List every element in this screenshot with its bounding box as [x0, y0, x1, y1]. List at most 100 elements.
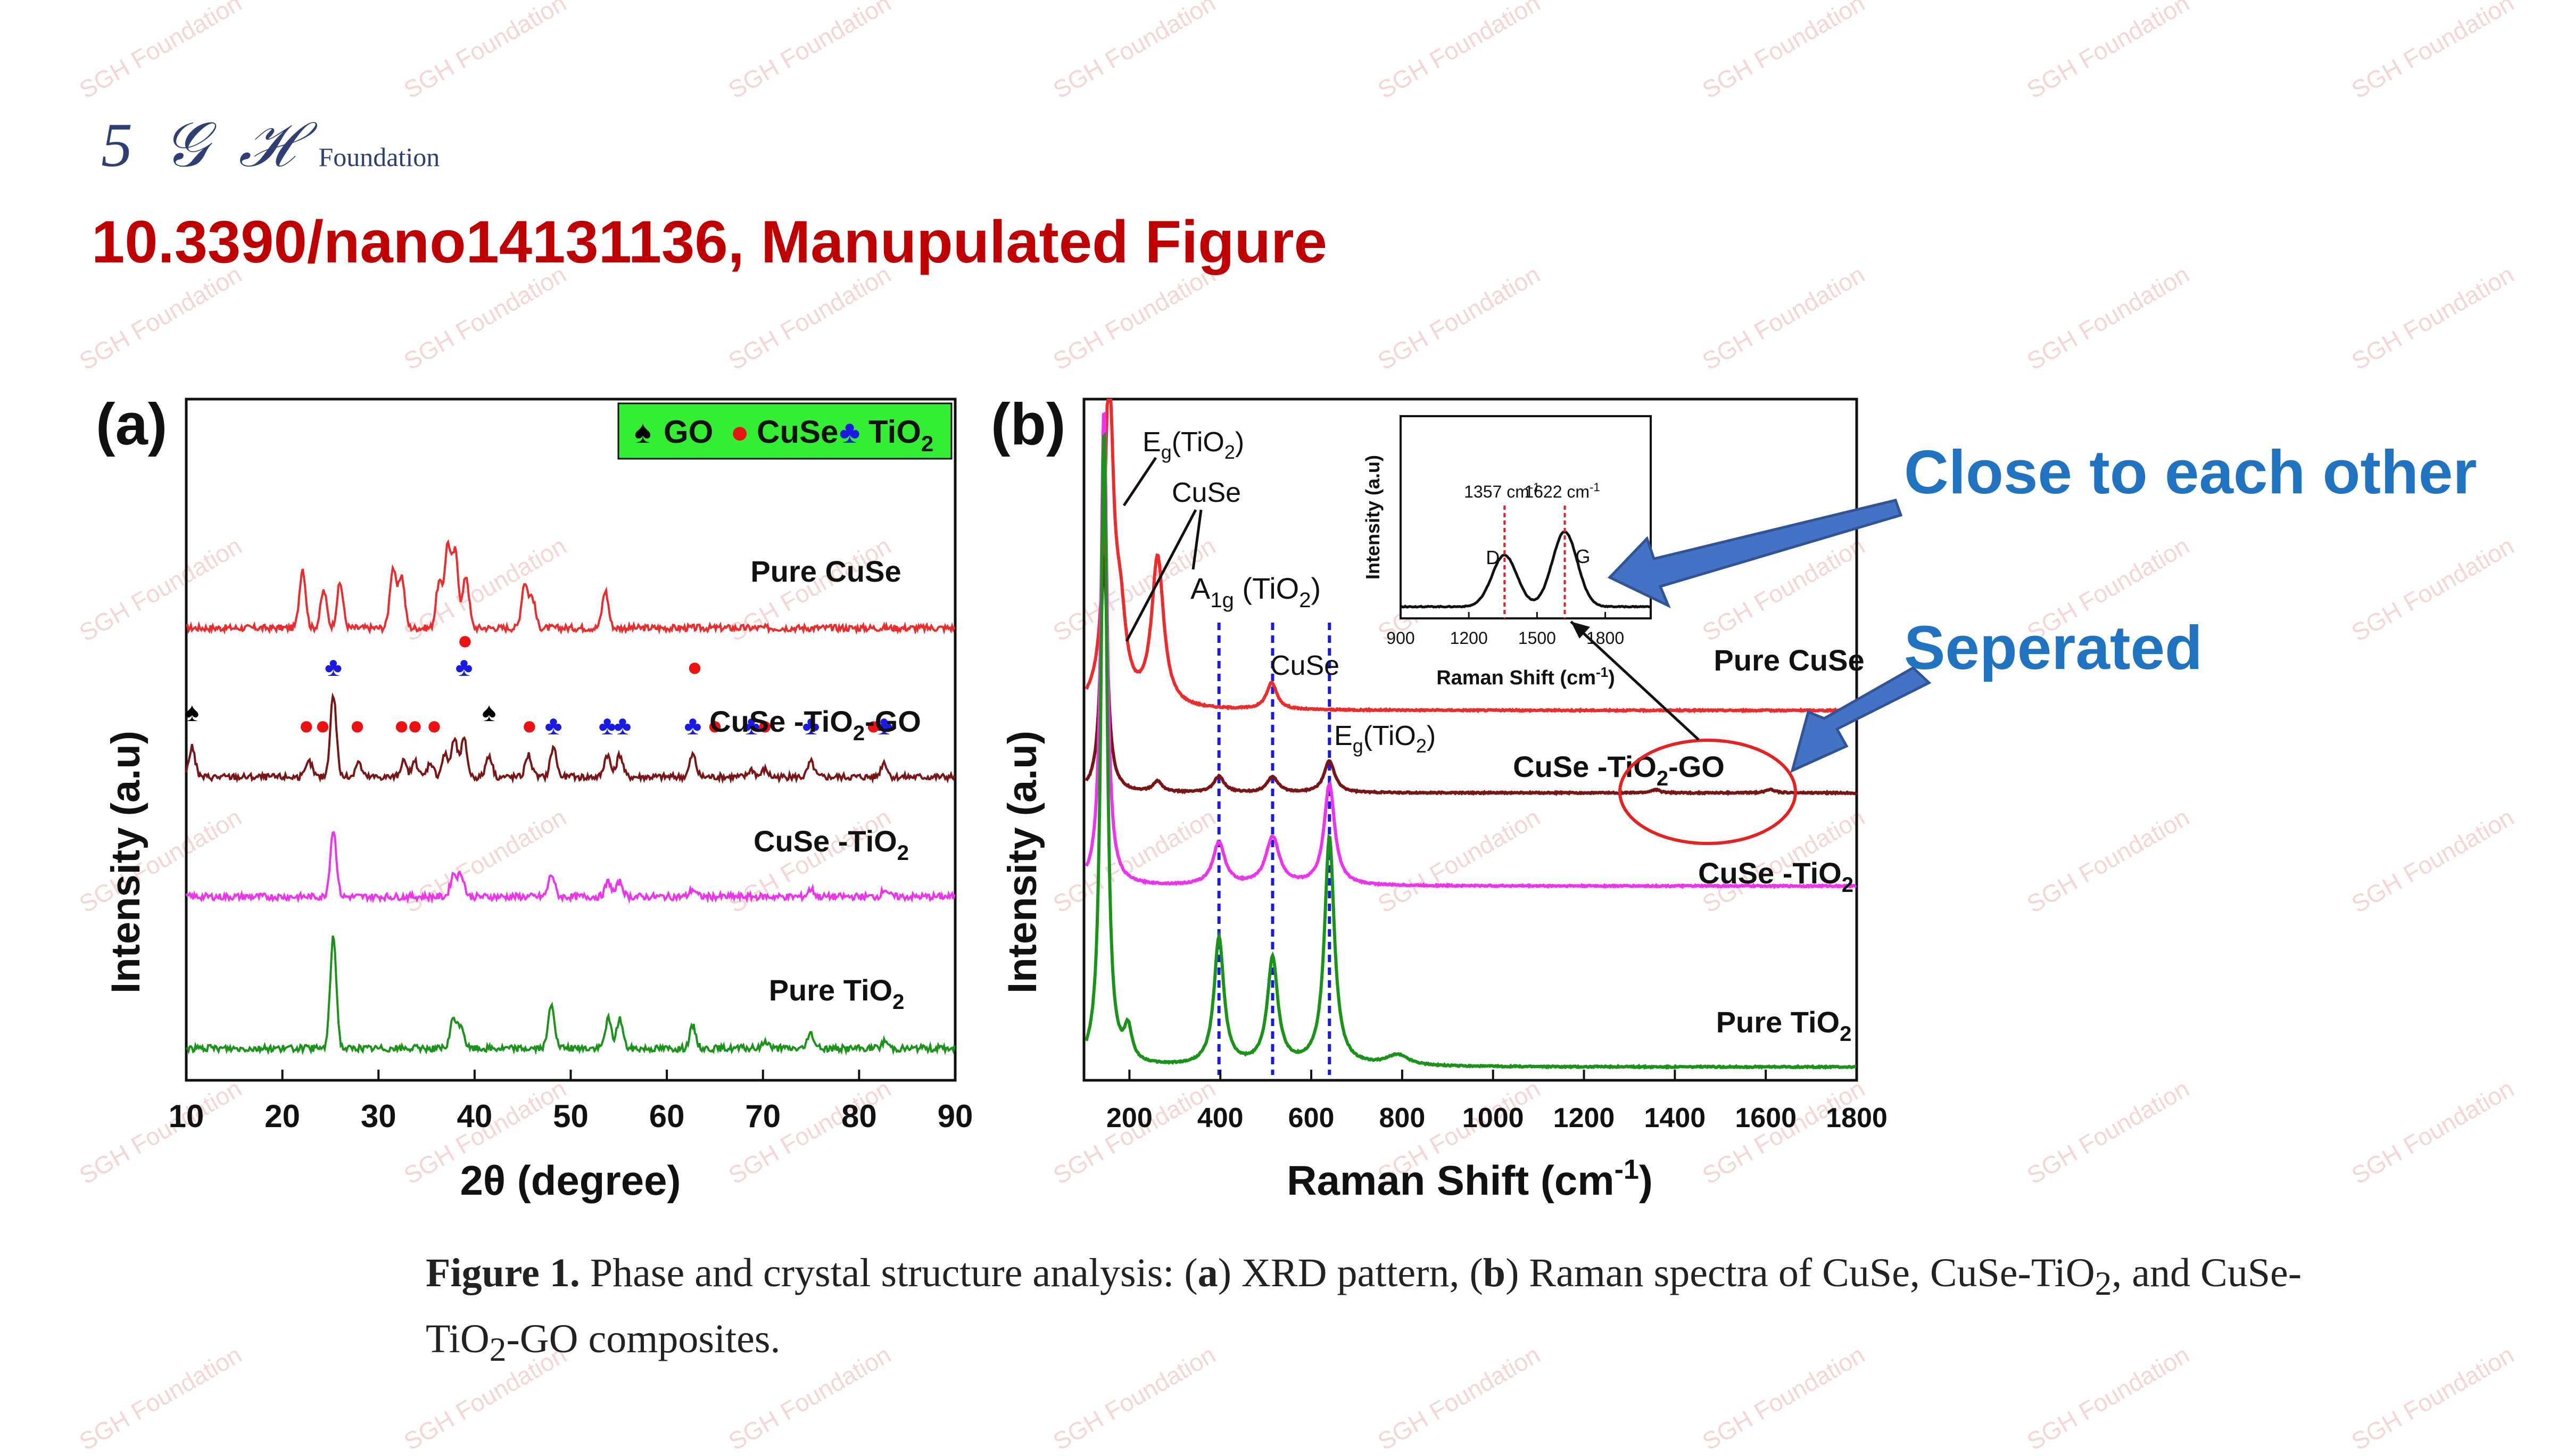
raman-guide-lines [1217, 623, 1331, 1075]
xrd-x-tick-label: 20 [264, 1098, 300, 1134]
annot-cuse: CuSe [1172, 477, 1241, 508]
caption-text-2: ) XRD pattern, ( [1218, 1251, 1483, 1295]
xrd-series-line [185, 692, 956, 784]
xrd-legend: ♠ GO ● CuSe ♣ TiO2 [617, 402, 953, 460]
xrd-phase-marker: ● [349, 710, 365, 740]
xrd-phase-marker: ♠ [185, 697, 200, 727]
xrd-phase-marker: ♣ [614, 710, 632, 740]
xrd-phase-marker: ♣ [456, 652, 473, 682]
inset-band-label: D [1486, 547, 1500, 568]
caption-text-5: -GO composites. [506, 1317, 781, 1362]
caption-label: Figure 1. [426, 1251, 580, 1295]
caption-text-4: , and CuSe-TiO [426, 1251, 2302, 1362]
xrd-series-line [185, 831, 956, 904]
xrd-phase-marker: ● [865, 710, 881, 740]
raman-x-tick-label: 600 [1288, 1103, 1335, 1134]
annot-cuse-arrow-1 [1125, 509, 1197, 642]
xrd-phase-marker: ● [393, 710, 409, 740]
annot-eg-arrow [1122, 457, 1157, 507]
caption-sub-2: 2 [489, 1331, 507, 1369]
ellipse-to-inset-arrowhead [1571, 622, 1590, 639]
xrd-x-axis-label: 2θ (degree) [460, 1157, 681, 1204]
inset-y-axis-label: Intensity (a.u) [1362, 455, 1384, 580]
xrd-series-label: CuSe -TiO2 [754, 824, 909, 865]
annot-a1g: A1g (TiO2) [1190, 572, 1321, 612]
xrd-phase-marker: ● [299, 710, 314, 740]
separated-callout-label: Seperated [1904, 613, 2203, 682]
legend-go-icon: ♠ [634, 414, 651, 450]
raman-series-line [1085, 399, 1857, 714]
panel-a-label: (a) [96, 392, 167, 457]
inset-x-axis-label: Raman Shift (cm-1) [1436, 664, 1615, 689]
slide-title: 10.3390/nano14131136, Manupulated Figure [92, 209, 1327, 275]
annot-cuse-2: CuSe [1270, 650, 1339, 681]
xrd-series-label: Pure TiO2 [769, 973, 905, 1014]
raman-series-line [1085, 555, 1858, 796]
xrd-x-tick-label: 30 [361, 1098, 396, 1134]
raman-x-axis-label: Raman Shift (cm-1) [1287, 1154, 1653, 1204]
raman-x-tick-label: 800 [1379, 1103, 1425, 1134]
figure-1: (a) Intensity (a.u) ♠ GO ● CuSe ♣ TiO2 ♠… [96, 392, 1888, 1204]
xrd-phase-marker: ♣ [802, 710, 820, 740]
legend-tio2-label: TiO2 [868, 414, 933, 456]
raman-series-line [1085, 411, 1857, 889]
caption-a: a [1197, 1251, 1218, 1295]
raman-y-axis-label: Intensity (a.u) [1000, 731, 1045, 994]
xrd-phase-markers: ♠ ♠♣ ♣●♣ ♣♣ ♣ ♣ ♣ ♣●● ● ● ●● ● ● ● ● ● [185, 625, 893, 740]
raman-x-tick-label: 400 [1197, 1103, 1244, 1134]
raman-x-tick-label: 1600 [1735, 1103, 1797, 1134]
inset-x-tick-label: 900 [1386, 628, 1414, 648]
xrd-phase-marker: ● [522, 710, 537, 740]
foundation-logo: 5 𝒢 ℋ Foundation [101, 109, 440, 182]
xrd-curves [185, 539, 956, 1056]
xrd-legend-box [617, 402, 953, 460]
raman-inset: Intensity (a.u) 900 1200 1500 1800 1357 cm-… [1362, 415, 1652, 689]
xrd-x-tick-label: 60 [649, 1098, 685, 1134]
xrd-phase-marker: ♣ [325, 652, 342, 682]
xrd-phase-marker: ♣ [875, 710, 893, 740]
raman-x-ticks: 200 400 600 800 1000 1200 1400 1600 1800 [1106, 1070, 1888, 1134]
logo-mark: 5 𝒢 ℋ [101, 110, 303, 180]
inset-x-tick-label: 1800 [1586, 628, 1624, 648]
xrd-x-tick-label: 10 [169, 1098, 204, 1134]
inset-x-ticks: 900 1200 1500 1800 [1386, 612, 1624, 648]
xrd-x-tick-label: 40 [457, 1098, 493, 1134]
xrd-phase-marker: ♣ [684, 710, 701, 740]
xrd-phase-marker: ● [686, 652, 702, 682]
annot-cuse-arrow-2 [1191, 509, 1203, 570]
xrd-phase-marker: ● [457, 625, 473, 655]
raman-series-line [1085, 432, 1857, 1070]
inset-line [1400, 530, 1652, 609]
legend-cuse-label: CuSe [757, 414, 838, 450]
raman-curves [1085, 399, 1858, 1070]
ellipse-to-inset-arrow [1570, 621, 1700, 741]
raman-x-tick-label: 1800 [1826, 1103, 1888, 1134]
xrd-x-tick-label: 80 [841, 1098, 877, 1134]
raman-series-label: CuSe -TiO2 [1698, 856, 1853, 897]
figure-caption: Figure 1. Phase and crystal structure an… [426, 1245, 2341, 1377]
inset-peak-labels: 1357 cm-1 D 1622 cm-1 G [1464, 481, 1600, 618]
caption-sub-1: 2 [2095, 1265, 2112, 1303]
annot-eg-2: Eg(TiO2) [1334, 721, 1436, 757]
xrd-phase-marker: ● [707, 710, 723, 740]
raman-plot-frame [1082, 398, 1858, 1082]
logo-wordmark: Foundation [318, 142, 440, 172]
inset-peak-label: 1622 cm-1 [1524, 481, 1600, 501]
xrd-phase-marker: ● [314, 710, 330, 740]
xrd-phase-marker: ● [426, 710, 442, 740]
close-callout-label: Close to each other [1904, 437, 2477, 507]
xrd-phase-marker: ● [407, 710, 423, 740]
panel-b-label: (b) [991, 392, 1065, 457]
xrd-series-line [186, 935, 956, 1056]
xrd-phase-marker: ♣ [599, 710, 616, 740]
xrd-y-axis-label: Intensity (a.u) [103, 731, 148, 994]
xrd-x-tick-label: 50 [553, 1098, 589, 1134]
raman-x-tick-label: 1200 [1553, 1103, 1615, 1134]
raman-x-tick-label: 1400 [1644, 1103, 1706, 1134]
xrd-phase-marker: ♠ [482, 697, 496, 727]
legend-cuse-icon: ● [730, 414, 749, 450]
xrd-phase-marker: ♣ [545, 710, 562, 740]
raman-peak-annotations: Eg(TiO2) CuSe A1g (TiO2) CuSe Eg(TiO2) [1122, 427, 1436, 757]
